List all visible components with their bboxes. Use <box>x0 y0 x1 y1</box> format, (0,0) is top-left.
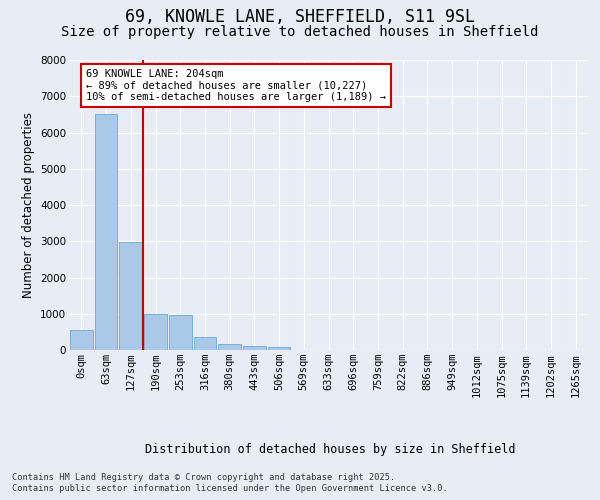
Y-axis label: Number of detached properties: Number of detached properties <box>22 112 35 298</box>
Bar <box>95 114 118 350</box>
Text: Contains HM Land Registry data © Crown copyright and database right 2025.: Contains HM Land Registry data © Crown c… <box>12 472 395 482</box>
Bar <box>119 242 142 350</box>
Bar <box>194 338 216 350</box>
Bar <box>268 347 290 350</box>
Bar <box>169 315 191 350</box>
Bar <box>70 330 93 350</box>
Text: 69 KNOWLE LANE: 204sqm
← 89% of detached houses are smaller (10,227)
10% of semi: 69 KNOWLE LANE: 204sqm ← 89% of detached… <box>86 69 386 102</box>
Bar <box>218 344 241 350</box>
Bar <box>144 314 167 350</box>
Text: Size of property relative to detached houses in Sheffield: Size of property relative to detached ho… <box>61 25 539 39</box>
Bar <box>243 346 266 350</box>
Text: 69, KNOWLE LANE, SHEFFIELD, S11 9SL: 69, KNOWLE LANE, SHEFFIELD, S11 9SL <box>125 8 475 26</box>
Text: Distribution of detached houses by size in Sheffield: Distribution of detached houses by size … <box>145 442 515 456</box>
Text: Contains public sector information licensed under the Open Government Licence v3: Contains public sector information licen… <box>12 484 448 493</box>
